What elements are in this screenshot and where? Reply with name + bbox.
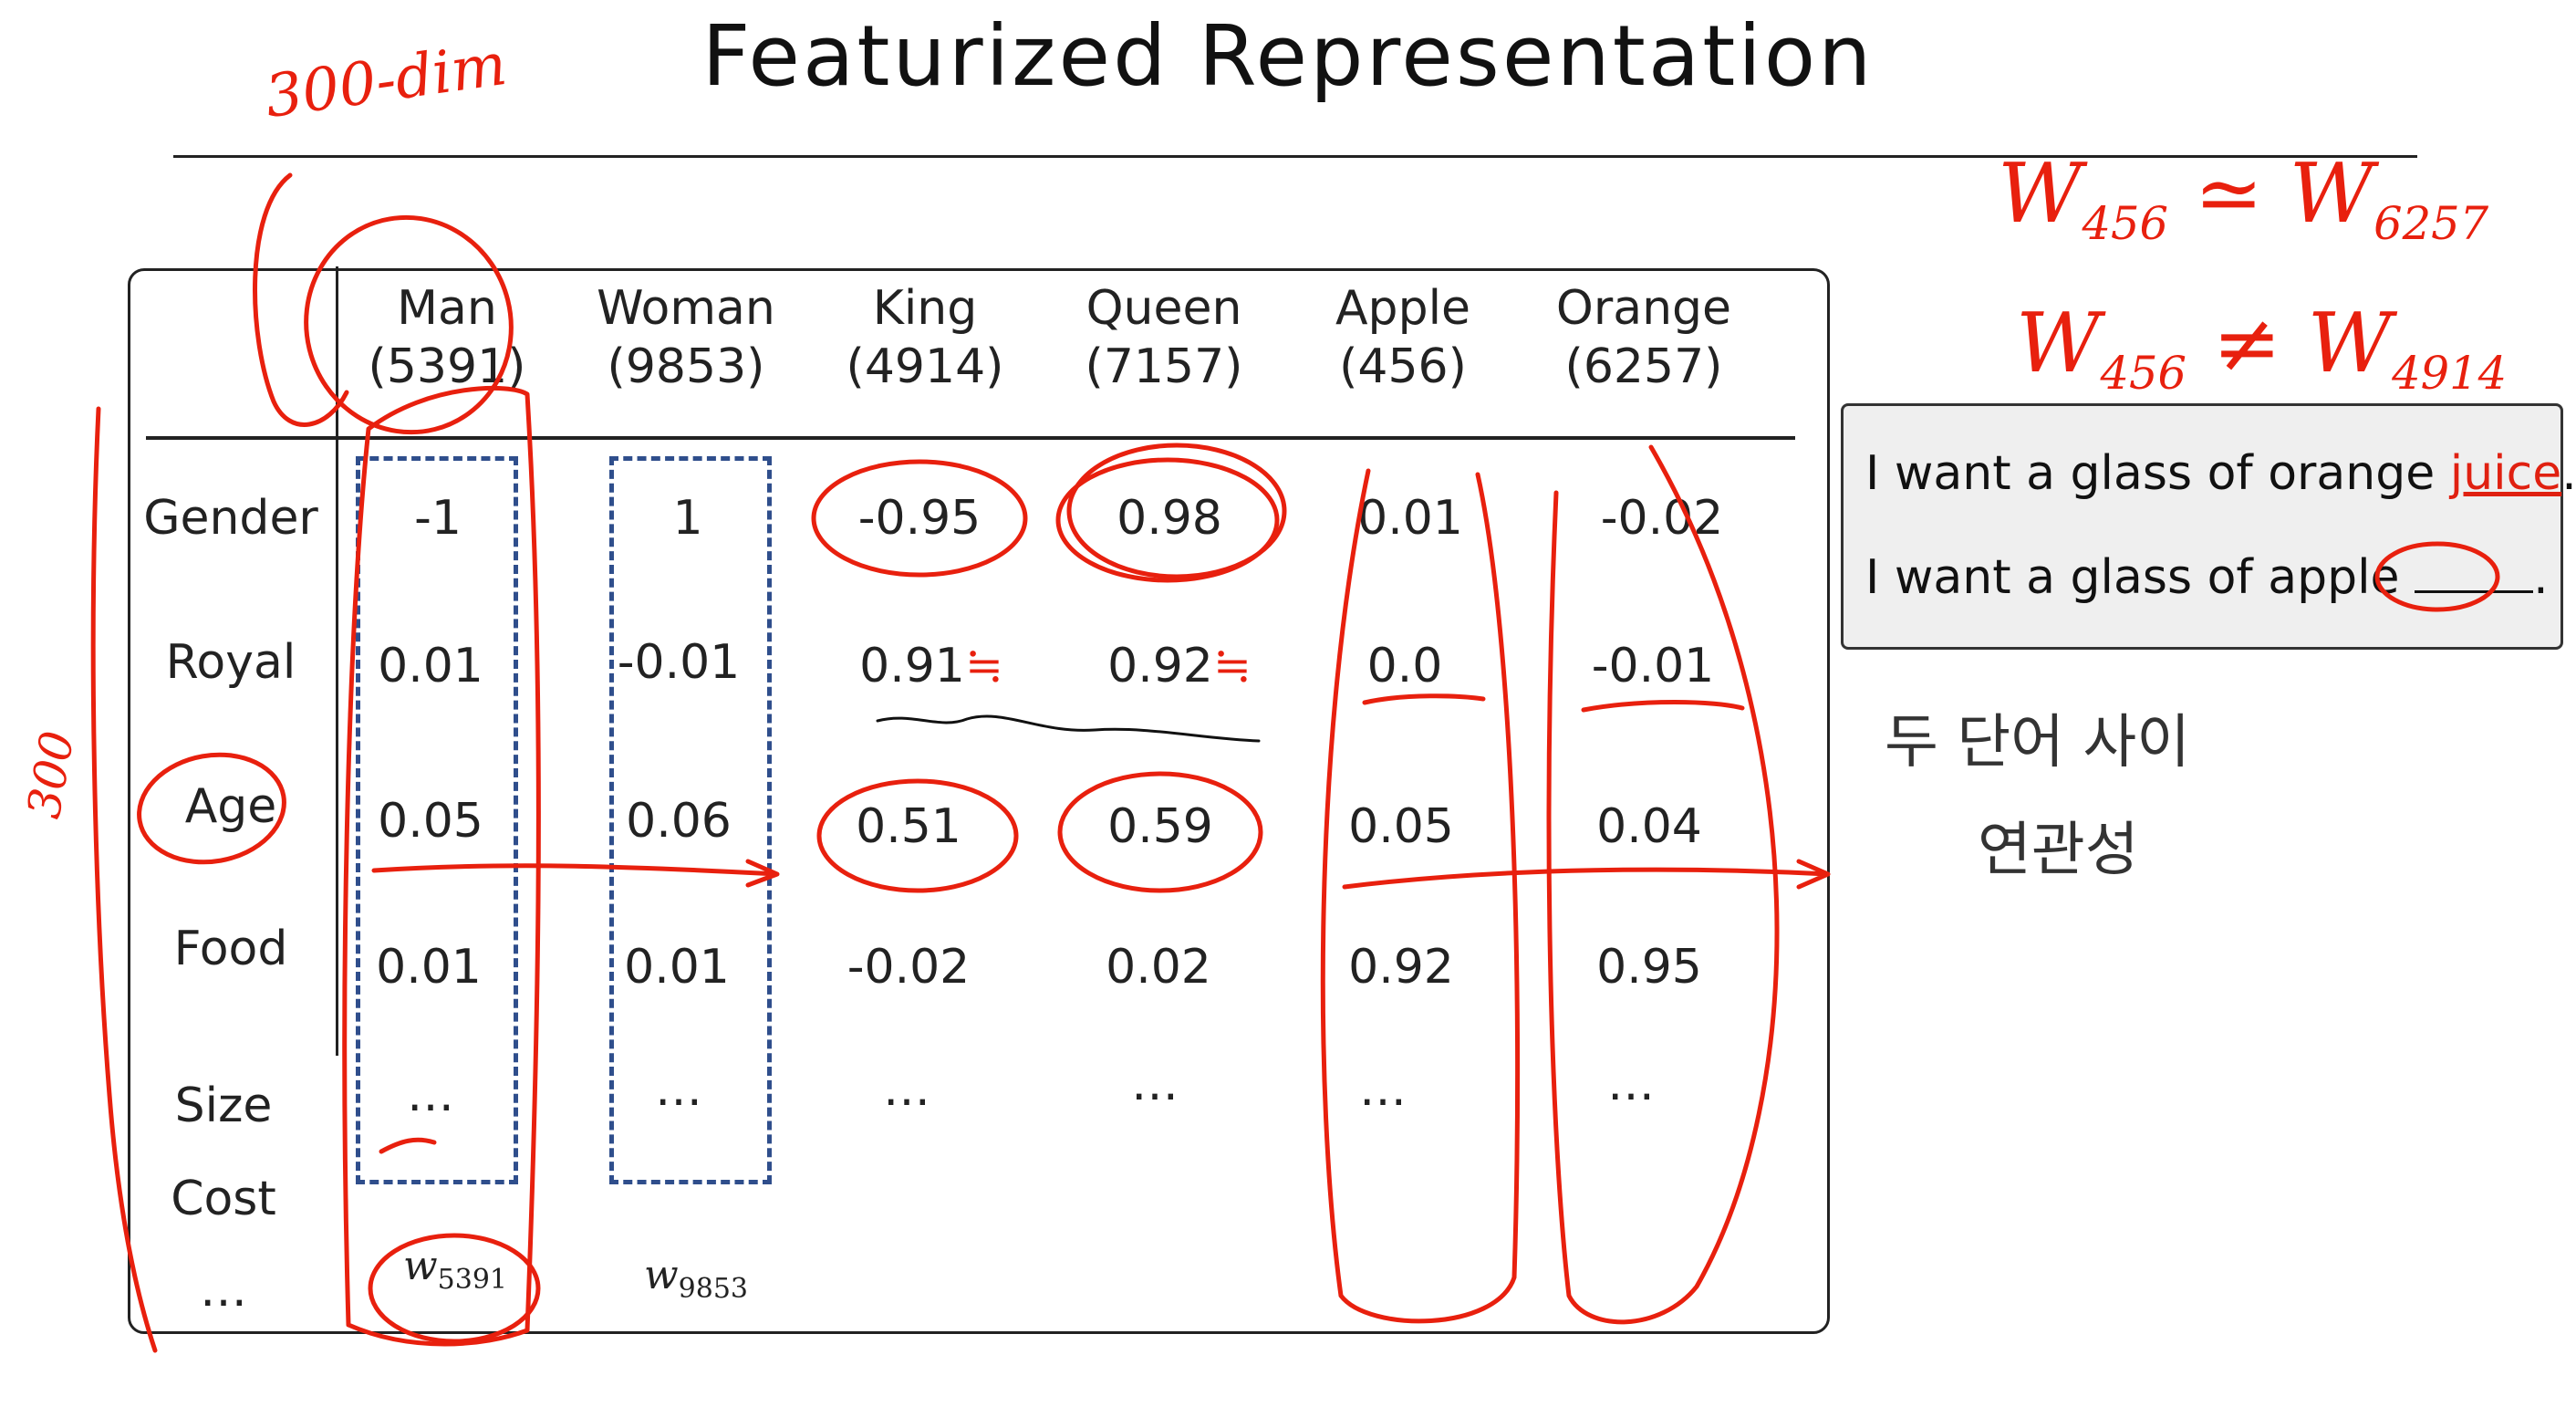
cell-queen-gender: 0.98: [1117, 491, 1222, 546]
column-index: (9853): [607, 339, 765, 394]
column-index: (6257): [1564, 339, 1723, 394]
man-vector-dashed-box: [356, 456, 518, 1184]
ink-left-bracket: [90, 406, 158, 1353]
cell-woman-royal: -0.01: [617, 635, 741, 690]
cell-apple-gender: 0.01: [1357, 491, 1463, 546]
cell-queen-royal: 0.92: [1107, 639, 1213, 693]
row-label-cost: Cost: [171, 1172, 276, 1226]
woman-vector-dashed-box: [609, 456, 772, 1184]
ink-orange-column-outline: [1546, 444, 1780, 1325]
ink-royal-wavy-underline: [876, 714, 1261, 743]
annotation-queen-royal-mark: ≒: [1213, 639, 1252, 692]
sentence-juice: I want a glass of orange juice.: [1865, 446, 2576, 501]
cell-queen-food: 0.02: [1106, 940, 1211, 995]
ink-age-right-arrow: [1342, 859, 1831, 890]
ink-queen-gender-circle-2: [1066, 443, 1287, 579]
row-label-food: Food: [173, 922, 288, 976]
slide-title: Featurized Representation: [701, 7, 1875, 105]
ink-w5391-circle: [368, 1233, 541, 1344]
ink-king-gender-circle: [811, 459, 1028, 578]
cell-orange-food: 0.95: [1596, 940, 1702, 995]
ink-man-column-outline: [342, 385, 541, 1347]
cell-apple-size: …: [1359, 1062, 1407, 1117]
cell-man-royal: 0.01: [378, 639, 483, 693]
feature-table: [128, 268, 1830, 1334]
row-label-ellipsis: …: [200, 1263, 247, 1318]
ink-orange-royal-underline: [1581, 700, 1745, 713]
column-header-king: King (4914): [806, 279, 1044, 396]
cell-man-food: 0.01: [376, 940, 482, 995]
cell-woman-food: 0.01: [624, 940, 730, 995]
title-divider: [173, 155, 2417, 158]
column-header-orange: Orange (6257): [1525, 279, 1762, 396]
annotation-approx-equal: W456 ≃ W6257: [1998, 146, 2489, 250]
cell-apple-royal: 0.0: [1366, 639, 1443, 693]
ink-man-header-circle: [304, 214, 514, 435]
table-vertical-divider: [336, 266, 338, 1056]
cell-queen-age: 0.59: [1107, 799, 1213, 854]
row-label-age: Age: [184, 779, 277, 834]
annotation-not-equal: W456 ≠ W4914: [2016, 296, 2508, 400]
cell-king-royal: 0.91: [859, 639, 965, 693]
cell-man-age: 0.05: [378, 794, 483, 849]
table-header-divider: [146, 436, 1795, 440]
annotation-korean-relation-2: 연관성: [1978, 817, 2139, 884]
column-word: Orange: [1555, 281, 1732, 336]
ink-apple-column-outline: [1320, 468, 1521, 1324]
column-word: Man: [397, 281, 497, 336]
cell-orange-gender: -0.02: [1600, 491, 1724, 546]
ink-top-bracket: [253, 172, 349, 427]
vector-label-man: w5391: [403, 1243, 508, 1296]
column-header-man: Man (5391): [328, 279, 566, 396]
cell-apple-food: 0.92: [1348, 940, 1454, 995]
ink-queen-age-circle: [1057, 771, 1263, 893]
cell-woman-age: 0.06: [626, 794, 732, 849]
column-index: (7157): [1085, 339, 1243, 394]
column-word: Apple: [1335, 281, 1471, 336]
row-label-gender: Gender: [143, 491, 318, 546]
column-header-woman: Woman (9853): [567, 279, 805, 396]
ink-man-size-tick: [379, 1137, 437, 1154]
column-word: Woman: [597, 281, 775, 336]
annotation-korean-relation-1: 두 단어 사이: [1885, 709, 2191, 776]
cell-orange-size: …: [1607, 1057, 1655, 1111]
cell-woman-gender: 1: [672, 491, 703, 546]
ink-age-left-arrow: [371, 859, 780, 888]
column-index: (5391): [368, 339, 526, 394]
sentence-apple-blank: I want a glass of apple .: [1865, 550, 2549, 605]
cell-queen-size: …: [1131, 1057, 1179, 1111]
column-word: Queen: [1085, 281, 1242, 336]
cell-orange-royal: -0.01: [1591, 639, 1715, 693]
column-header-apple: Apple (456): [1284, 279, 1522, 396]
cell-king-size: …: [883, 1062, 930, 1117]
annotation-king-royal-mark: ≒: [965, 639, 1003, 692]
ink-age-circle: [137, 752, 286, 865]
ink-king-age-circle: [816, 778, 1019, 893]
cell-king-food: -0.02: [847, 940, 971, 995]
blank-slot: [2415, 554, 2534, 593]
column-index: (4914): [846, 339, 1004, 394]
column-index: (456): [1339, 339, 1467, 394]
ink-blank-circle: [2374, 541, 2500, 612]
cell-orange-age: 0.04: [1596, 799, 1702, 854]
vector-label-woman: w9853: [644, 1252, 749, 1305]
cell-apple-age: 0.05: [1348, 799, 1454, 854]
cell-man-size: …: [407, 1068, 454, 1122]
cell-king-age: 0.51: [856, 799, 961, 854]
cell-man-gender: -1: [414, 491, 462, 546]
column-word: King: [872, 281, 978, 336]
row-label-royal: Royal: [165, 635, 296, 690]
ink-queen-gender-circle: [1055, 457, 1280, 583]
column-header-queen: Queen (7157): [1045, 279, 1283, 396]
cell-woman-size: …: [655, 1062, 702, 1117]
cell-king-gender: -0.95: [857, 491, 982, 546]
row-label-size: Size: [174, 1079, 273, 1133]
highlighted-word: juice: [2449, 446, 2562, 501]
ink-apple-royal-underline: [1362, 693, 1486, 705]
